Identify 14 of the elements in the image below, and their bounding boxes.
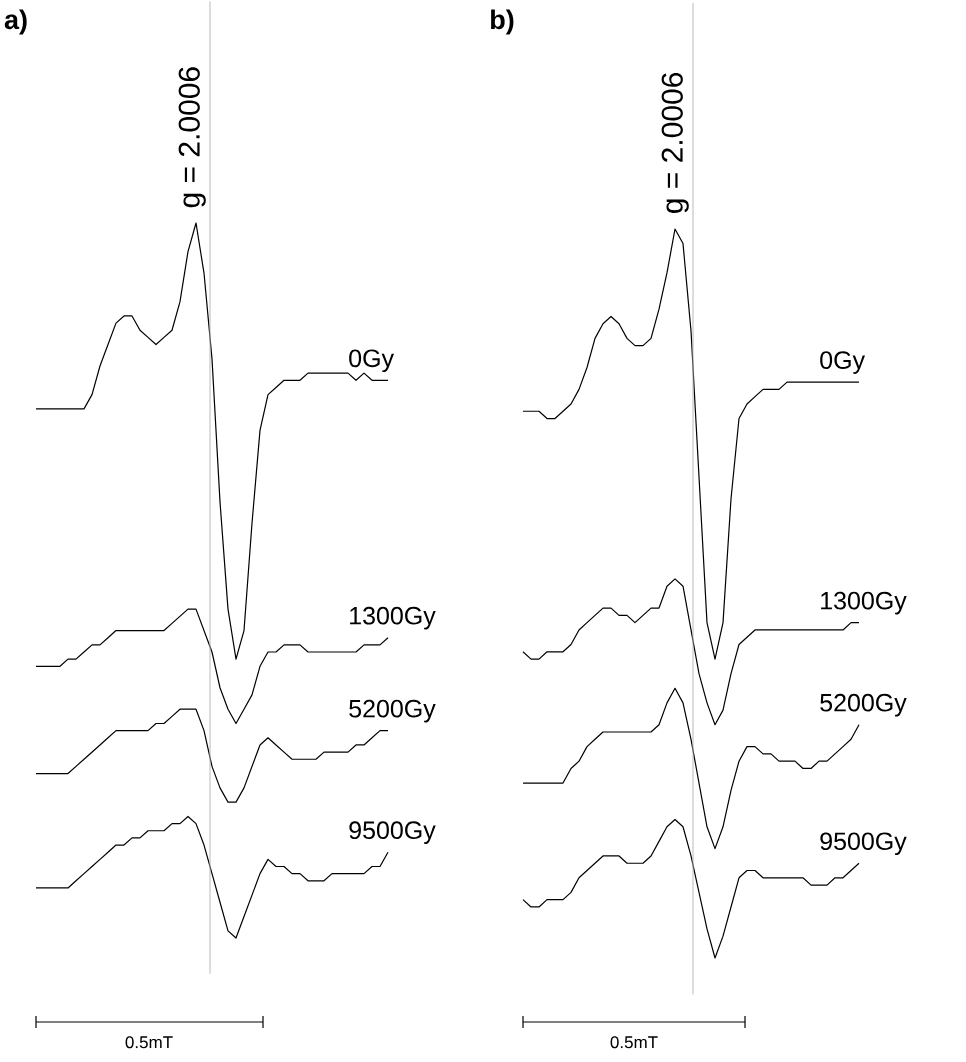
series-label: 0Gy (820, 351, 866, 374)
text: g = 2.0006 (661, 72, 689, 213)
series-label: 1300Gy (821, 591, 907, 615)
series-label: 9500Gy (349, 821, 436, 844)
text: g = 2.0006 (178, 67, 206, 208)
series-label: 1300Gy (350, 606, 436, 630)
series-label: 5200Gy (349, 699, 436, 723)
chart-title: b) (491, 9, 514, 35)
series-label: 9500Gy (820, 832, 907, 856)
series-label: 5200Gy (820, 693, 907, 717)
series-label: 0Gy (349, 349, 394, 373)
text: 0.5mT (610, 1036, 658, 1049)
text: 0.5mT (125, 1036, 173, 1049)
chart-title: a) (4, 9, 27, 35)
